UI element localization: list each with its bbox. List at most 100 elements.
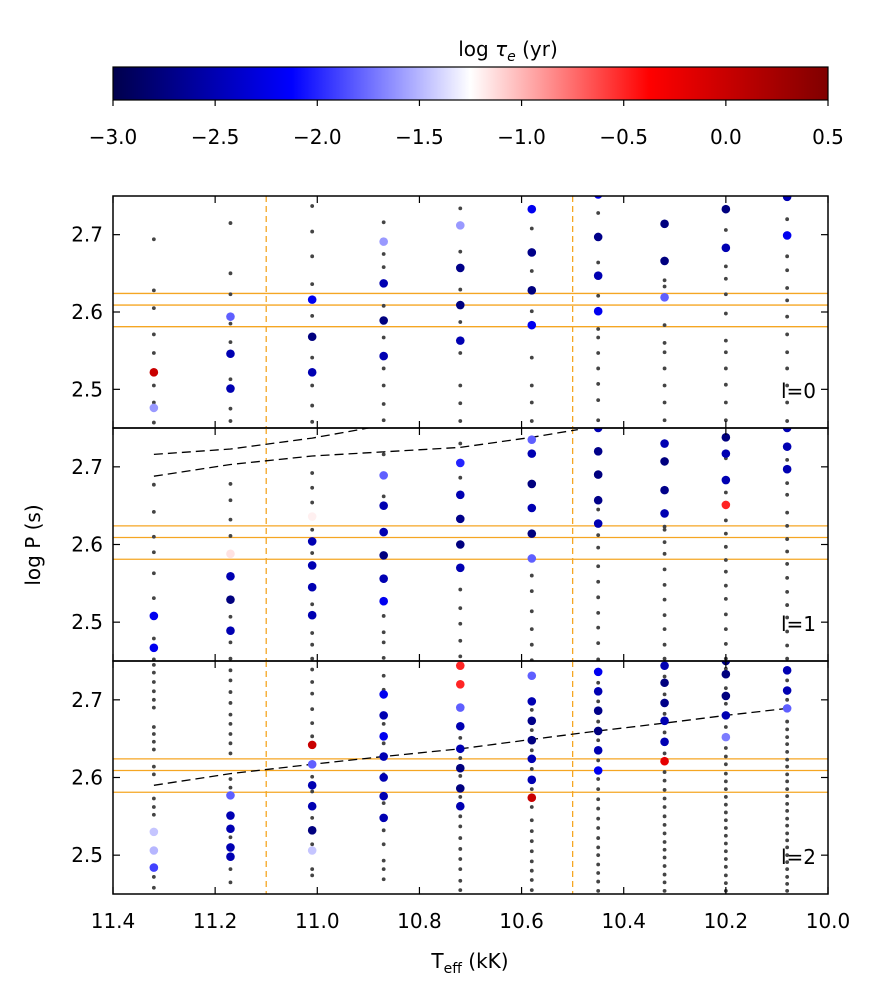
grey-mode-point [529, 818, 534, 823]
grey-mode-point [151, 657, 156, 661]
grey-mode-point [458, 475, 463, 480]
grey-mode-point [151, 739, 156, 744]
grey-mode-point [596, 845, 601, 850]
grey-mode-point [228, 271, 233, 276]
grey-mode-point [529, 728, 534, 733]
grey-mode-point [785, 400, 790, 405]
grey-mode-point [381, 842, 386, 847]
grey-mode-point [381, 452, 386, 457]
grey-mode-point [458, 401, 463, 406]
y-tick-label: 2.7 [71, 688, 103, 712]
grey-mode-point [228, 785, 233, 790]
grey-mode-point [785, 254, 790, 259]
grey-mode-point [723, 833, 728, 838]
colored-mode-point [782, 686, 792, 695]
grey-mode-point [228, 668, 233, 673]
grey-mode-point [596, 806, 601, 811]
grey-mode-point [228, 321, 233, 326]
grey-mode-point [228, 517, 233, 522]
grey-mode-point [381, 867, 386, 872]
grey-mode-point [723, 418, 728, 423]
grey-mode-point [458, 847, 463, 851]
colored-mode-point [782, 704, 792, 713]
grey-mode-point [529, 839, 534, 844]
grey-mode-point [381, 630, 386, 635]
grey-mode-point [458, 836, 463, 840]
panel-frame [112, 195, 829, 429]
grey-mode-point [785, 794, 790, 799]
grey-mode-point [723, 558, 728, 562]
grey-mode-point [662, 418, 667, 423]
grey-mode-point [310, 254, 315, 259]
grey-mode-point [228, 741, 233, 746]
x-axis-label: Teff (kK) [430, 949, 508, 977]
grey-mode-point [596, 533, 601, 538]
grey-mode-point [723, 518, 728, 523]
colored-mode-point [593, 495, 603, 505]
grey-mode-point [596, 719, 601, 724]
grey-mode-point [228, 640, 233, 645]
grey-mode-point [785, 419, 790, 423]
colored-mode-point [455, 680, 465, 689]
panel-3: 2.5 2.6 2.7 l=2 [71, 660, 829, 895]
grey-mode-point [785, 719, 790, 724]
grey-mode-point [151, 571, 156, 576]
grey-mode-point [596, 398, 601, 403]
grey-mode-point [662, 323, 667, 328]
grey-mode-point [151, 885, 156, 890]
colored-mode-point [149, 863, 159, 872]
grey-mode-point [785, 298, 790, 303]
x-tick-label: 10.6 [499, 909, 544, 933]
panel-plot-area [113, 661, 828, 894]
grey-mode-point [785, 629, 790, 634]
grey-mode-point [596, 625, 601, 630]
grey-mode-point [785, 727, 790, 732]
grey-mode-point [458, 351, 463, 355]
grey-mode-point [151, 237, 156, 242]
colored-mode-point [593, 306, 603, 316]
grey-mode-point [596, 853, 601, 858]
grey-mode-point [662, 770, 667, 774]
grey-mode-point [785, 808, 790, 813]
colored-mode-point [307, 582, 317, 592]
colored-mode-point [782, 231, 792, 240]
colored-mode-point [660, 756, 669, 766]
colored-mode-point [593, 428, 603, 433]
grey-mode-point [458, 441, 463, 446]
grey-mode-point [723, 795, 728, 799]
grey-mode-point [151, 805, 156, 809]
grey-mode-point [381, 828, 386, 833]
colored-mode-point [593, 667, 603, 677]
grey-mode-point [529, 888, 534, 893]
grey-mode-point [458, 606, 463, 611]
grey-mode-point [723, 746, 728, 750]
colored-mode-point [379, 501, 388, 510]
grey-mode-point [458, 735, 463, 740]
colorbar-tick-label: 0.5 [812, 125, 844, 149]
grey-mode-point [785, 757, 790, 762]
grey-mode-point [151, 482, 156, 487]
grey-mode-point [723, 864, 728, 869]
grey-mode-point [529, 609, 534, 614]
x-tick-label: 11.2 [193, 909, 238, 933]
grey-mode-point [785, 875, 790, 879]
grey-mode-point [662, 751, 667, 756]
grey-mode-point [310, 667, 315, 672]
grey-mode-point [785, 816, 790, 821]
grey-mode-point [785, 882, 790, 886]
colored-mode-point [527, 775, 537, 785]
grey-mode-point [662, 567, 667, 572]
grey-mode-point [785, 845, 790, 850]
grey-mode-point [662, 597, 667, 602]
grey-mode-point [723, 857, 728, 861]
colored-mode-point [307, 740, 317, 750]
grey-mode-point [723, 350, 728, 355]
grey-mode-point [310, 500, 315, 505]
grey-mode-point [785, 492, 790, 497]
colorbar-tick-label: −2.5 [191, 125, 240, 149]
grey-mode-point [310, 403, 315, 408]
grey-mode-point [151, 383, 156, 388]
colorbar-tick-label: −1.0 [497, 125, 546, 149]
colored-mode-point [593, 447, 603, 456]
grey-mode-point [310, 842, 315, 847]
